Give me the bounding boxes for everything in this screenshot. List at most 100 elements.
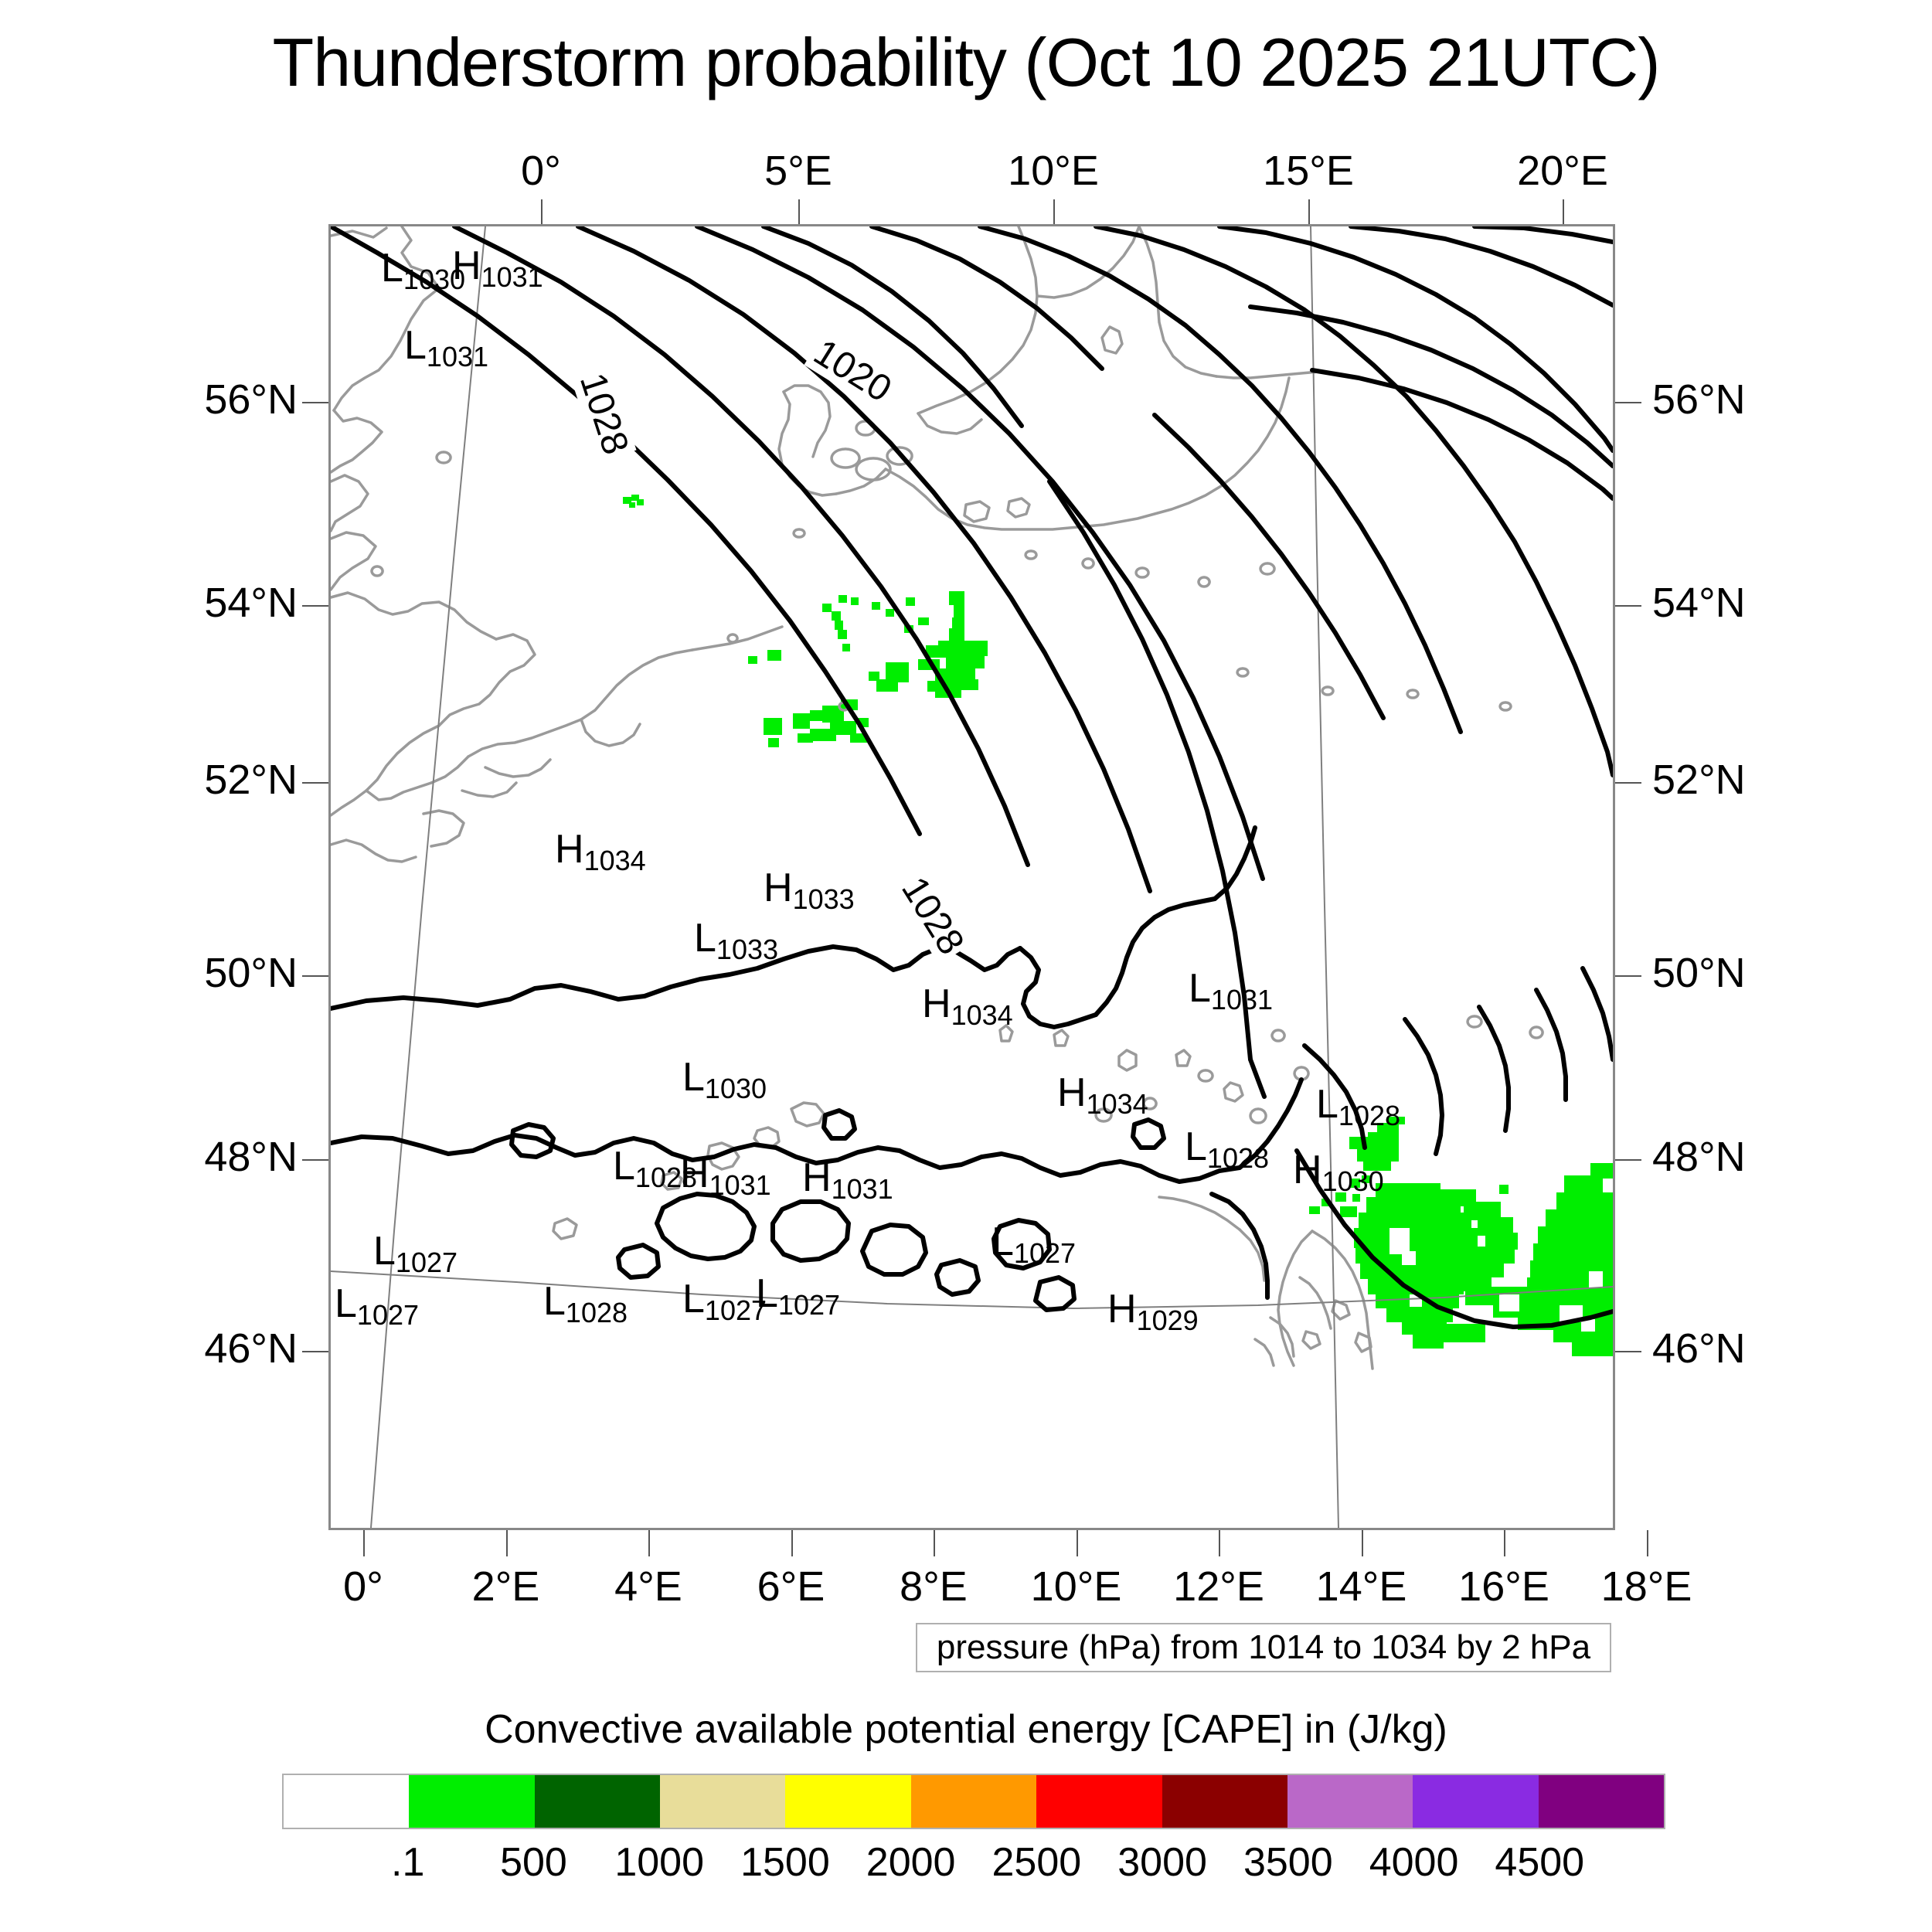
pressure-center-high: H1031 xyxy=(680,1151,771,1199)
right-lat-tick-label: 56°N xyxy=(1652,376,1746,423)
pressure-center-type: L xyxy=(682,1277,705,1321)
pressure-center-type: L xyxy=(404,323,427,368)
pressure-center-type: H xyxy=(1107,1287,1137,1332)
colorbar-swatch[interactable] xyxy=(660,1775,786,1828)
bottom-lon-tick-label: 16°E xyxy=(1458,1563,1549,1610)
pressure-center-value: 1028 xyxy=(565,1297,628,1328)
right-lat-tick-label: 54°N xyxy=(1652,580,1746,626)
pressure-center-low: L1027 xyxy=(335,1284,419,1329)
top-lon-tick xyxy=(798,199,800,224)
map-plot-area[interactable]: L1030 H1031 L1031 H1034 H1033 L1033 L1031 H1034… xyxy=(328,224,1615,1530)
left-lat-tick xyxy=(302,782,328,784)
bottom-lon-tick xyxy=(363,1530,365,1556)
right-lat-tick-label: 52°N xyxy=(1652,757,1746,803)
left-lat-tick-label: 48°N xyxy=(204,1134,298,1180)
top-lon-tick xyxy=(1053,199,1055,224)
bottom-lon-tick xyxy=(648,1530,650,1556)
pressure-center-low: L1031 xyxy=(1189,968,1273,1014)
top-lon-tick-label: 15°E xyxy=(1263,148,1354,194)
pressure-center-high: H1031 xyxy=(802,1155,893,1203)
pressure-center-value: 1031 xyxy=(1210,984,1274,1015)
bottom-lon-tick xyxy=(791,1530,793,1556)
right-lat-tick-label: 50°N xyxy=(1652,950,1746,996)
colorbar-tick-label: 3500 xyxy=(1243,1840,1333,1885)
pressure-center-type: L xyxy=(756,1271,778,1316)
pressure-center-high: H1034 xyxy=(555,829,646,875)
right-lat-tick xyxy=(1615,605,1641,607)
pressure-center-value: 1030 xyxy=(403,264,466,295)
top-lon-tick xyxy=(541,199,543,224)
pressure-center-low: L1030 xyxy=(682,1055,767,1103)
left-lat-tick xyxy=(302,605,328,607)
colorbar-swatch[interactable] xyxy=(1287,1775,1413,1828)
pressure-center-low: L1030 xyxy=(381,248,465,294)
pressure-center-high: H1030 xyxy=(1293,1150,1384,1196)
bottom-lon-tick-label: 12°E xyxy=(1173,1563,1264,1610)
colorbar-swatch[interactable] xyxy=(910,1775,1037,1828)
left-lat-tick xyxy=(302,975,328,977)
bottom-lon-tick-label: 2°E xyxy=(471,1563,540,1610)
pressure-center-value: 1031 xyxy=(426,341,489,372)
bottom-lon-tick xyxy=(1076,1530,1078,1556)
pressure-center-high: H1031 xyxy=(452,246,543,291)
colorbar-tick-label: 1500 xyxy=(740,1840,830,1885)
page-title: Thunderstorm probability (Oct 10 2025 21… xyxy=(272,24,1660,100)
pressure-center-low: L1033 xyxy=(694,918,778,964)
top-lon-tick xyxy=(1308,199,1310,224)
pressure-center-value: 1034 xyxy=(583,845,646,876)
bottom-lon-tick-label: 0° xyxy=(343,1563,383,1610)
pressure-center-value: 1027 xyxy=(1013,1237,1077,1269)
bottom-lon-tick-label: 8°E xyxy=(900,1563,968,1610)
pressure-center-value: 1030 xyxy=(1321,1165,1384,1197)
pressure-center-type: H xyxy=(680,1151,709,1196)
colorbar-swatch[interactable] xyxy=(534,1775,661,1828)
right-lat-tick xyxy=(1615,782,1641,784)
bottom-lon-tick-label: 10°E xyxy=(1030,1563,1122,1610)
left-lat-tick-label: 56°N xyxy=(204,376,298,423)
left-lat-tick-label: 52°N xyxy=(204,757,298,803)
colorbar-swatch[interactable] xyxy=(785,1775,911,1828)
pressure-center-type: H xyxy=(802,1155,832,1200)
pressure-center-value: 1034 xyxy=(951,999,1013,1031)
pressure-center-type: H xyxy=(764,866,793,910)
bottom-lon-tick-label: 18°E xyxy=(1600,1563,1692,1610)
pressure-legend-text: pressure (hPa) from 1014 to 1034 by 2 hP… xyxy=(936,1628,1591,1666)
colorbar-tick-label: 2000 xyxy=(866,1840,956,1885)
colorbar-swatch[interactable] xyxy=(1162,1775,1287,1828)
pressure-center-type: L xyxy=(682,1055,705,1100)
colorbar-swatch[interactable] xyxy=(1538,1775,1664,1828)
pressure-center-value: 1033 xyxy=(792,883,855,915)
pressure-center-value: 1030 xyxy=(704,1073,767,1104)
colorbar-tick-label: 1000 xyxy=(614,1840,705,1885)
bottom-lon-tick xyxy=(1504,1530,1505,1556)
cape-colorbar[interactable] xyxy=(282,1774,1665,1829)
colorbar-swatch[interactable] xyxy=(284,1775,410,1828)
colorbar-swatch[interactable] xyxy=(409,1775,535,1828)
top-lon-tick-label: 5°E xyxy=(764,148,832,194)
bottom-lon-tick xyxy=(1219,1530,1220,1556)
pressure-center-low: L1028 xyxy=(613,1146,697,1192)
isobar-contour-layer xyxy=(331,226,1613,1329)
bottom-lon-tick xyxy=(505,1530,508,1556)
colorbar-swatch[interactable] xyxy=(1036,1775,1162,1828)
bottom-lon-tick-label: 14°E xyxy=(1315,1563,1407,1610)
pressure-center-value: 1031 xyxy=(481,261,543,293)
bottom-lon-tick-label: 6°E xyxy=(757,1563,825,1610)
colorbar-swatch[interactable] xyxy=(1413,1775,1539,1828)
bottom-lon-tick xyxy=(1646,1530,1648,1556)
pressure-center-low: L1027 xyxy=(992,1222,1076,1267)
pressure-center-high: H1029 xyxy=(1107,1287,1199,1335)
colorbar-tick-label: .1 xyxy=(391,1840,425,1885)
colorbar-tick-label: 4000 xyxy=(1369,1840,1459,1885)
colorbar-tick-label: 500 xyxy=(500,1840,567,1885)
pressure-center-type: H xyxy=(922,981,951,1026)
top-lon-tick xyxy=(1563,199,1564,224)
pressure-center-low: L1031 xyxy=(404,323,488,371)
pressure-center-value: 1034 xyxy=(1086,1088,1148,1120)
pressure-center-type: L xyxy=(543,1279,566,1324)
pressure-legend-box: pressure (hPa) from 1014 to 1034 by 2 hP… xyxy=(916,1623,1611,1672)
left-lat-tick xyxy=(302,1159,328,1161)
pressure-center-high: H1033 xyxy=(764,866,855,913)
pressure-center-type: L xyxy=(1185,1124,1207,1169)
